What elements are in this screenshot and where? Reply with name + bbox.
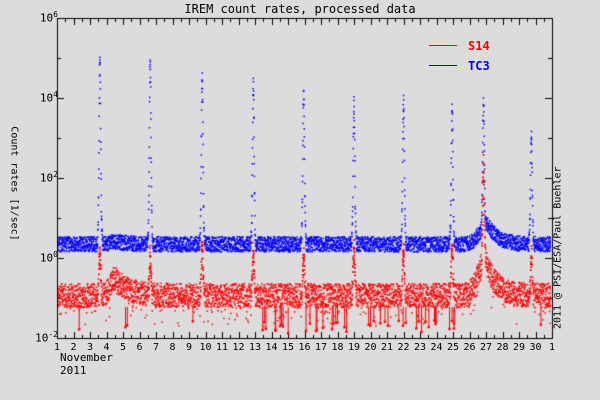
x-tick-label: 15 <box>281 342 295 353</box>
x-tick-label: 5 <box>119 342 127 353</box>
y-tick-label: 106 <box>39 10 58 25</box>
x-axis-year-label: 2011 <box>60 364 87 377</box>
y-tick-label: 102 <box>39 170 58 185</box>
credit-annotation: 2011 @ PSI/ESA/Paul Buehler <box>552 166 564 330</box>
x-axis-month-label: November <box>60 351 113 364</box>
x-tick-label: 2 <box>70 342 77 353</box>
y-tick-label: 100 <box>39 250 58 265</box>
y-tick-label: 104 <box>39 90 58 105</box>
y-tick-label: 10-2 <box>35 330 58 345</box>
x-tick-label: 17 <box>314 342 328 353</box>
x-tick-label: 1 <box>53 342 61 353</box>
x-tick-label: 12 <box>232 342 245 353</box>
x-tick-label: 4 <box>103 342 110 353</box>
x-tick-label: 21 <box>380 342 394 353</box>
legend-line-tc3 <box>429 65 457 66</box>
x-tick-label: 23 <box>413 342 427 353</box>
x-tick-label: 20 <box>364 342 377 353</box>
x-tick-label: 25 <box>446 342 460 353</box>
x-tick-label: 11 <box>215 342 229 353</box>
x-tick-label: 28 <box>496 342 509 353</box>
x-tick-label: 27 <box>479 342 493 353</box>
x-tick-label: 22 <box>397 342 410 353</box>
x-tick-label: 29 <box>512 342 526 353</box>
x-tick-label: 8 <box>169 342 176 353</box>
x-tick-label: 13 <box>248 342 262 353</box>
x-tick-label: 18 <box>331 342 344 353</box>
x-tick-label: 24 <box>430 342 443 353</box>
legend-line-s14 <box>429 45 457 46</box>
x-tick-label: 16 <box>298 342 311 353</box>
x-tick-label: 30 <box>529 342 542 353</box>
x-tick-label: 19 <box>347 342 361 353</box>
x-tick-label: 14 <box>265 342 278 353</box>
chart-title: IREM count rates, processed data <box>184 2 416 16</box>
x-tick-label: 26 <box>463 342 476 353</box>
x-tick-label: 1 <box>548 342 556 353</box>
x-tick-label: 9 <box>185 342 193 353</box>
x-tick-label: 3 <box>86 342 94 353</box>
legend-label-tc3: TC3 <box>468 59 490 73</box>
x-tick-label: 10 <box>199 342 212 353</box>
x-tick-label: 7 <box>152 342 160 353</box>
legend-label-s14: S14 <box>468 39 490 53</box>
x-tick-label: 6 <box>136 342 143 353</box>
